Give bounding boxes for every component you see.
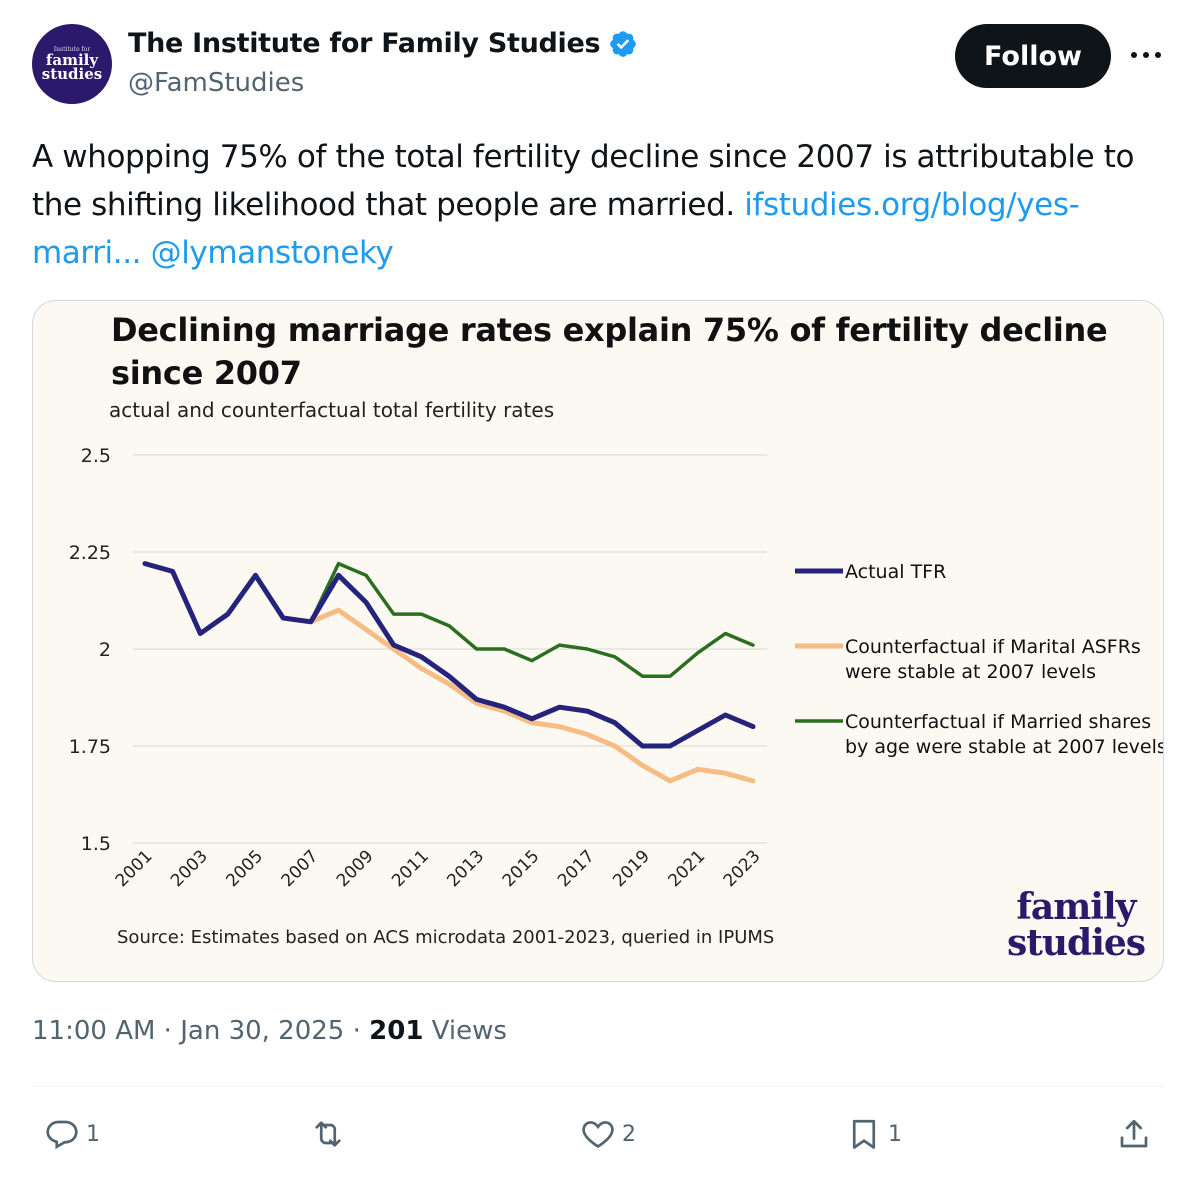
author-handle[interactable]: @FamStudies: [128, 68, 305, 98]
more-dots-icon: [1131, 52, 1161, 58]
logo-line1: family: [1016, 886, 1136, 928]
y-tick-label: 1.75: [69, 736, 111, 758]
x-tick-label: 2009: [333, 846, 378, 891]
follow-button[interactable]: Follow: [955, 24, 1111, 88]
share-icon: [1120, 1119, 1148, 1148]
like-button[interactable]: 2: [580, 1112, 636, 1156]
logo-line2: studies: [1006, 922, 1146, 964]
legend-label: Counterfactual if Marital ASFRs: [845, 636, 1141, 658]
heart-icon: [582, 1121, 614, 1149]
author-name[interactable]: The Institute for Family Studies: [128, 28, 601, 59]
more-button[interactable]: [1128, 40, 1164, 70]
x-tick-label: 2007: [278, 846, 323, 891]
x-tick-label: 2013: [443, 846, 488, 891]
y-tick-label: 2.5: [81, 445, 111, 467]
repost-icon: [315, 1121, 341, 1147]
avatar-small-text: Institute for: [53, 45, 91, 53]
repost-button[interactable]: [310, 1112, 352, 1156]
tweet-media-chart[interactable]: Declining marriage rates explain 75% of …: [32, 300, 1164, 982]
views-label: Views: [423, 1016, 507, 1046]
legend-label: by age were stable at 2007 levels: [845, 736, 1164, 758]
reply-button[interactable]: 1: [44, 1112, 100, 1156]
legend-label: were stable at 2007 levels: [845, 661, 1096, 683]
share-button[interactable]: [1116, 1112, 1152, 1156]
y-tick-label: 2.25: [69, 542, 111, 564]
meta-separator: ·: [155, 1016, 181, 1046]
meta-separator: ·: [344, 1016, 370, 1046]
avatar[interactable]: Institute for family studies: [32, 24, 112, 104]
tweet-body: A whopping 75% of the total fertility de…: [32, 139, 1135, 223]
tweet-date[interactable]: Jan 30, 2025: [180, 1016, 345, 1046]
bookmark-icon: [852, 1119, 876, 1149]
author-name-row: The Institute for Family Studies: [128, 28, 638, 59]
bookmark-count: 1: [888, 1121, 902, 1147]
reply-icon: [46, 1120, 78, 1150]
bookmark-button[interactable]: 1: [846, 1112, 902, 1156]
like-count: 2: [622, 1121, 636, 1147]
x-tick-label: 2001: [112, 846, 157, 891]
tweet-link[interactable]: ifstudies.org/blog/yes-marri...: [32, 187, 1080, 271]
series-line: [309, 561, 755, 678]
x-tick-label: 2003: [167, 846, 212, 891]
series-line: [308, 607, 756, 784]
x-tick-label: 2017: [554, 846, 599, 891]
tweet-mention[interactable]: @lymanstoneky: [150, 235, 394, 271]
y-tick-label: 1.5: [81, 833, 111, 855]
divider: [32, 1086, 1164, 1087]
chart-subtitle: actual and counterfactual total fertilit…: [109, 398, 555, 422]
family-studies-logo: family studies: [991, 889, 1161, 961]
legend-label: Counterfactual if Married shares: [845, 711, 1151, 733]
x-tick-label: 2023: [720, 846, 765, 891]
x-tick-label: 2011: [388, 846, 433, 891]
x-tick-label: 2021: [665, 846, 710, 891]
x-tick-label: 2005: [222, 846, 267, 891]
chart-title: Declining marriage rates explain 75% of …: [111, 311, 1108, 392]
series-line: [142, 561, 756, 749]
x-tick-label: 2019: [609, 846, 654, 891]
chart-source: Source: Estimates based on ACS microdata…: [117, 927, 775, 948]
avatar-text-line2: studies: [41, 64, 103, 83]
views-count: 201: [369, 1016, 424, 1046]
tweet-text: A whopping 75% of the total fertility de…: [32, 133, 1172, 277]
legend-label: Actual TFR: [845, 561, 946, 583]
avatar-text-line1: family: [45, 50, 99, 69]
verified-badge-icon: [610, 30, 637, 57]
reply-count: 1: [86, 1121, 100, 1147]
tweet-meta: 11:00 AM · Jan 30, 2025 · 201 Views: [32, 1016, 507, 1046]
x-tick-label: 2015: [499, 846, 544, 891]
y-tick-label: 2: [99, 639, 111, 661]
tweet-time[interactable]: 11:00 AM: [32, 1016, 156, 1046]
